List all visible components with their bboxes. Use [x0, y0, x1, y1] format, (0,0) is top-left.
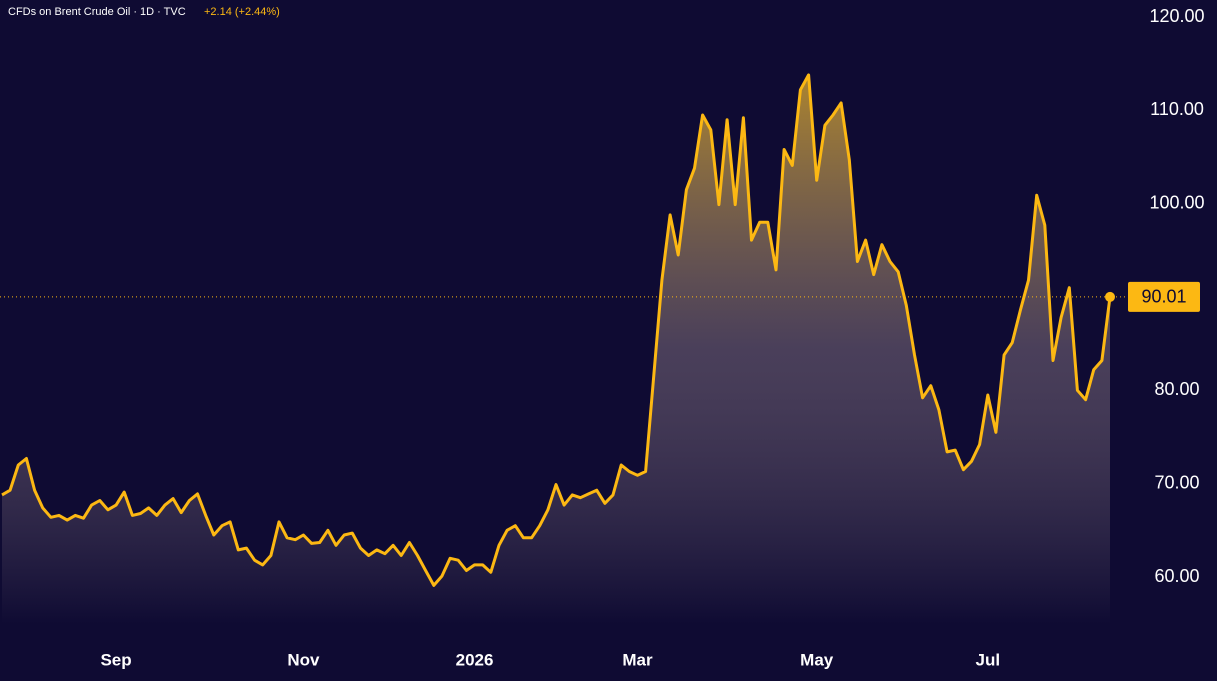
x-tick-label: Sep — [100, 650, 131, 669]
last-price-label: 90.01 — [1141, 287, 1186, 307]
x-tick-label: May — [800, 650, 834, 669]
y-tick-label: 80.00 — [1154, 379, 1199, 399]
y-tick-label: 110.00 — [1150, 99, 1204, 119]
y-tick-label: 60.00 — [1154, 566, 1199, 586]
area-fill — [2, 74, 1110, 624]
chart-title: CFDs on Brent Crude Oil · 1D · TVC — [8, 6, 186, 18]
x-tick-label: 2026 — [456, 650, 494, 669]
price-line — [1, 73, 1112, 587]
x-tick-label: Mar — [622, 650, 653, 669]
last-price-badge — [1128, 281, 1200, 312]
x-tick-label: Nov — [287, 650, 320, 669]
y-tick-label: 120.00 — [1149, 6, 1204, 26]
y-tick-label: 100.00 — [1149, 192, 1204, 212]
x-tick-label: Jul — [976, 650, 1001, 669]
y-tick-label: 70.00 — [1154, 472, 1199, 492]
change-annotation: +2.14 (+2.44%) — [204, 6, 280, 18]
last-price-dot — [1105, 291, 1115, 302]
